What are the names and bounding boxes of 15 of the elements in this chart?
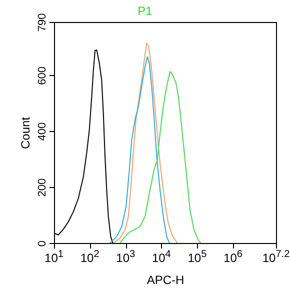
x-tick-label: 10$^{7.2}$ [262,249,290,265]
x-tick-label: 10$^{6}$ [224,249,242,265]
y-axis-title: Count [18,116,32,150]
y-tick-label: 790 [36,13,48,32]
y-tick-label: 0 [36,240,48,247]
x-tick-label: 10$^{4}$ [152,249,171,265]
x-tick-label: 10$^{5}$ [188,249,207,265]
y-tick-label: 600 [36,66,48,85]
chart-title: P1 [138,4,152,18]
x-tick-label: 10$^{1}$ [44,249,64,265]
y-tick-label: 200 [36,178,48,197]
x-tick-label: 10$^{2}$ [80,249,100,265]
x-axis-title: APC-H [146,273,184,287]
x-tick-label: 10$^{3}$ [116,249,136,265]
y-tick-label: 400 [36,122,48,141]
